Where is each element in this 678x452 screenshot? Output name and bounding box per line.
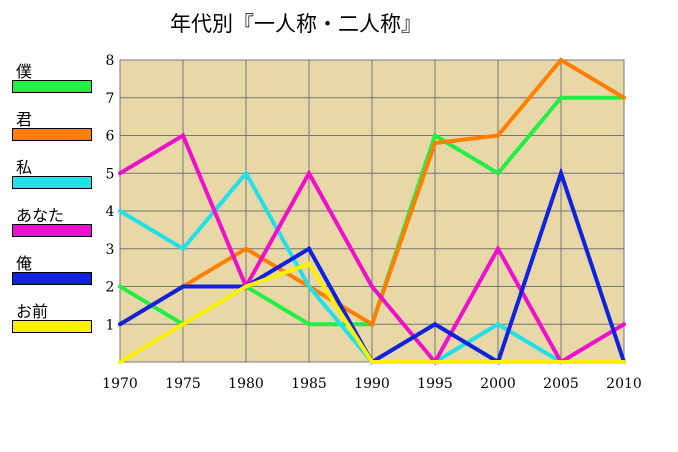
data-point bbox=[433, 133, 437, 138]
y-tick-label: 7 bbox=[106, 91, 115, 107]
y-tick-label: 1 bbox=[106, 317, 115, 333]
y-tick-label: 4 bbox=[106, 204, 115, 220]
legend: 僕 君 私 あなた 俺 お前 bbox=[10, 58, 96, 346]
chart-title: 年代別『一人称・二人称』 bbox=[170, 12, 422, 36]
data-point bbox=[370, 322, 374, 327]
data-point bbox=[118, 360, 122, 364]
data-point bbox=[496, 133, 500, 138]
data-point bbox=[496, 246, 500, 251]
legend-label: 君 bbox=[16, 110, 33, 129]
data-point bbox=[118, 322, 122, 327]
data-point bbox=[181, 322, 185, 327]
data-point bbox=[244, 171, 248, 176]
legend-label: お前 bbox=[16, 302, 49, 321]
legend-swatch bbox=[12, 128, 92, 141]
data-point bbox=[433, 360, 437, 364]
data-point bbox=[496, 171, 500, 176]
data-point bbox=[559, 58, 563, 62]
legend-swatch bbox=[12, 80, 92, 93]
y-tick-label: 5 bbox=[106, 166, 115, 182]
legend-swatch bbox=[12, 176, 92, 189]
legend-label: 私 bbox=[16, 158, 33, 177]
data-point bbox=[307, 246, 311, 251]
x-tick-label: 1985 bbox=[291, 376, 327, 392]
data-point bbox=[307, 322, 311, 327]
x-tick-label: 1970 bbox=[102, 376, 138, 392]
y-axis-ticks: 1 2 3 4 5 6 7 8 bbox=[106, 53, 115, 333]
data-point bbox=[118, 171, 122, 176]
legend-item: 俺 bbox=[10, 250, 96, 298]
data-point bbox=[307, 171, 311, 176]
legend-item: 私 bbox=[10, 154, 96, 202]
x-tick-label: 1990 bbox=[354, 376, 390, 392]
data-point bbox=[370, 360, 374, 364]
data-point bbox=[307, 284, 311, 289]
legend-swatch bbox=[12, 272, 92, 285]
y-tick-label: 8 bbox=[106, 53, 115, 69]
x-tick-label: 1995 bbox=[417, 376, 453, 392]
legend-item: 僕 bbox=[10, 58, 96, 106]
legend-swatch bbox=[12, 320, 92, 333]
series-layer bbox=[118, 57, 626, 366]
legend-swatch bbox=[12, 224, 92, 237]
data-point bbox=[496, 360, 500, 364]
legend-item: お前 bbox=[10, 298, 96, 346]
data-point bbox=[622, 322, 626, 327]
legend-item: 君 bbox=[10, 106, 96, 154]
data-point bbox=[307, 261, 311, 266]
data-point bbox=[370, 284, 374, 289]
data-point bbox=[433, 322, 437, 327]
data-point bbox=[118, 209, 122, 213]
data-point bbox=[181, 284, 185, 289]
data-point bbox=[496, 322, 500, 327]
data-point bbox=[559, 171, 563, 176]
x-tick-label: 2005 bbox=[543, 376, 579, 392]
legend-item: あなた bbox=[10, 202, 96, 250]
data-point bbox=[244, 246, 248, 251]
data-point bbox=[433, 141, 437, 146]
data-point bbox=[559, 95, 563, 100]
x-tick-label: 1975 bbox=[165, 376, 201, 392]
legend-label: あなた bbox=[16, 206, 65, 225]
data-point bbox=[622, 95, 626, 100]
x-axis-ticks: 1970 1975 1980 1985 1990 1995 2000 2005 2010 bbox=[102, 376, 642, 392]
y-tick-label: 6 bbox=[106, 129, 115, 145]
data-point bbox=[181, 133, 185, 138]
legend-label: 僕 bbox=[16, 62, 33, 81]
data-point bbox=[244, 284, 248, 289]
legend-label: 俺 bbox=[16, 254, 33, 273]
x-tick-label: 2000 bbox=[480, 376, 516, 392]
y-tick-label: 3 bbox=[106, 242, 115, 258]
data-point bbox=[118, 284, 122, 289]
data-point bbox=[181, 246, 185, 251]
data-point bbox=[559, 360, 563, 364]
y-tick-label: 2 bbox=[106, 280, 115, 296]
data-point bbox=[622, 360, 626, 364]
x-tick-label: 2010 bbox=[606, 376, 642, 392]
x-tick-label: 1980 bbox=[228, 376, 264, 392]
